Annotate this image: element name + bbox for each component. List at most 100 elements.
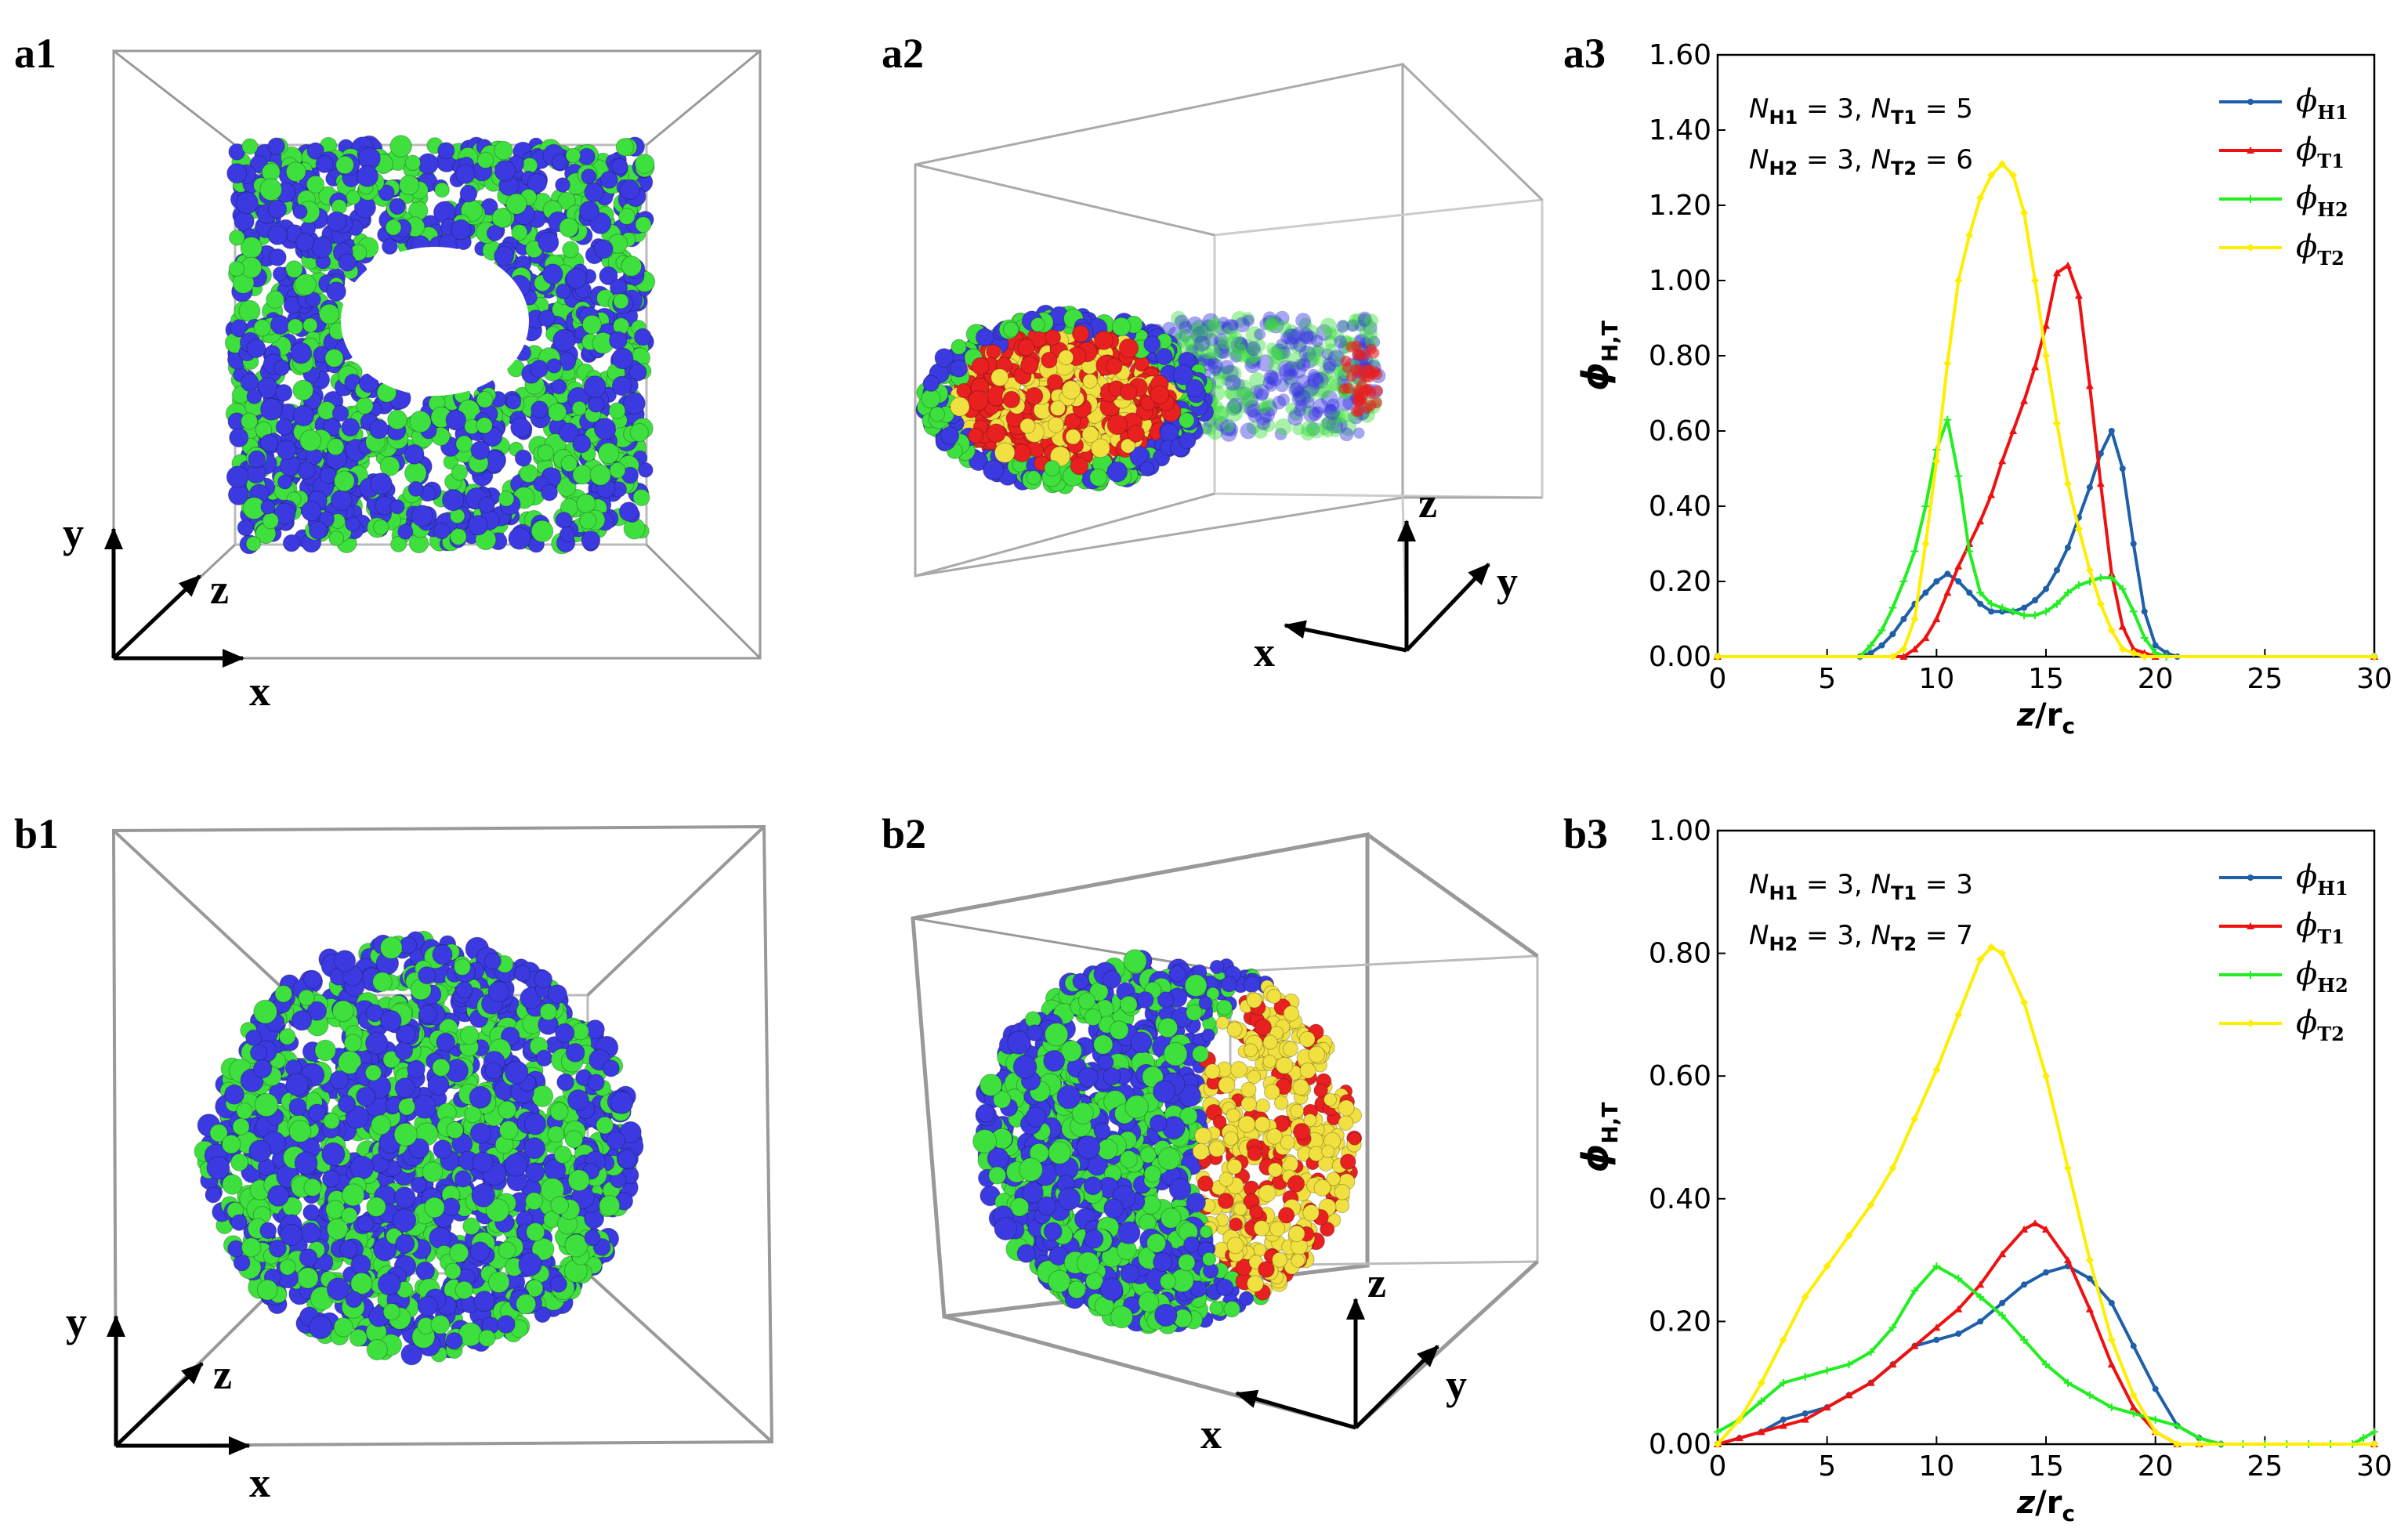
bead — [228, 260, 245, 277]
a2-axes-triad: z y x — [1254, 480, 1518, 675]
bead — [484, 1062, 502, 1080]
bead — [292, 379, 314, 401]
bead — [1179, 432, 1197, 450]
bead — [450, 528, 467, 545]
bead — [335, 155, 355, 175]
bead — [1070, 456, 1089, 476]
bead — [229, 230, 245, 246]
bead — [471, 1183, 496, 1208]
a1-membrane-with-pore — [224, 135, 656, 555]
bead — [302, 317, 318, 333]
bead — [409, 411, 432, 433]
bead — [324, 349, 344, 368]
bead — [599, 1195, 621, 1216]
bead — [267, 137, 285, 155]
bead — [525, 1192, 544, 1211]
a2-axis-x: x — [1254, 628, 1275, 675]
bead — [1320, 317, 1337, 335]
panel-label-b3: b3 — [1563, 810, 1608, 857]
bead — [222, 1174, 243, 1195]
bead — [268, 248, 287, 266]
bead — [260, 397, 283, 421]
bead — [608, 402, 626, 420]
bead — [454, 1280, 474, 1300]
bead — [339, 1240, 358, 1259]
bead — [549, 1275, 567, 1293]
bead — [510, 417, 531, 438]
bead — [538, 310, 556, 328]
bead — [562, 241, 579, 259]
bead — [1111, 317, 1132, 337]
bead — [921, 389, 941, 409]
bead — [584, 183, 604, 202]
bead — [1058, 349, 1074, 366]
bead — [298, 989, 315, 1007]
bead — [395, 1233, 415, 1254]
bead — [449, 1243, 469, 1263]
bead — [518, 1252, 542, 1276]
bead — [256, 1279, 278, 1301]
bead — [1118, 338, 1139, 359]
bead — [462, 1217, 480, 1236]
bead — [430, 1315, 451, 1334]
bead — [566, 267, 587, 289]
bead — [444, 1262, 462, 1280]
bead — [565, 1043, 585, 1063]
bead — [418, 966, 436, 985]
bead — [1254, 328, 1266, 341]
bead — [523, 1113, 547, 1135]
bead — [634, 328, 652, 346]
bead — [365, 1031, 389, 1055]
bead — [379, 1009, 402, 1032]
bead — [478, 1329, 496, 1347]
bead — [1139, 461, 1154, 476]
bead — [221, 1135, 241, 1154]
bead — [275, 418, 293, 436]
bead — [241, 1237, 262, 1258]
bead — [407, 480, 424, 497]
bead — [1041, 351, 1058, 369]
bead — [555, 512, 573, 529]
bead — [538, 231, 559, 253]
bead — [410, 1176, 427, 1193]
bead — [1016, 1244, 1036, 1263]
a1-axes-triad: y z x — [63, 509, 270, 715]
bead — [433, 522, 451, 540]
a1-axis-z: z — [210, 566, 229, 613]
bead — [306, 175, 325, 194]
bead — [399, 175, 420, 196]
bead — [488, 1271, 510, 1294]
bead — [1295, 313, 1312, 329]
bead — [389, 135, 412, 158]
bead — [334, 470, 355, 492]
bead — [356, 1086, 376, 1107]
bead — [1081, 425, 1099, 444]
bead — [1089, 468, 1108, 487]
bead — [205, 1186, 222, 1204]
bead — [371, 1114, 392, 1135]
bead — [454, 958, 471, 976]
bead — [1351, 406, 1363, 417]
bead — [478, 496, 495, 513]
a2-cylindrical-micelle — [915, 304, 1386, 494]
bead — [472, 1151, 494, 1173]
bead — [584, 1229, 601, 1247]
bead — [615, 137, 635, 157]
bead — [1217, 1193, 1234, 1209]
bead — [393, 1186, 416, 1209]
bead — [1372, 385, 1383, 396]
bead — [364, 1064, 382, 1081]
bead — [1247, 1070, 1262, 1084]
bead — [273, 359, 290, 376]
bead — [971, 357, 990, 375]
bead — [451, 464, 469, 481]
bead — [297, 1267, 319, 1289]
bead — [459, 1025, 480, 1045]
bead — [437, 142, 455, 160]
bead — [1292, 338, 1307, 353]
bead — [618, 501, 639, 522]
bead — [494, 140, 513, 161]
bead — [635, 216, 652, 234]
bead — [442, 489, 465, 512]
